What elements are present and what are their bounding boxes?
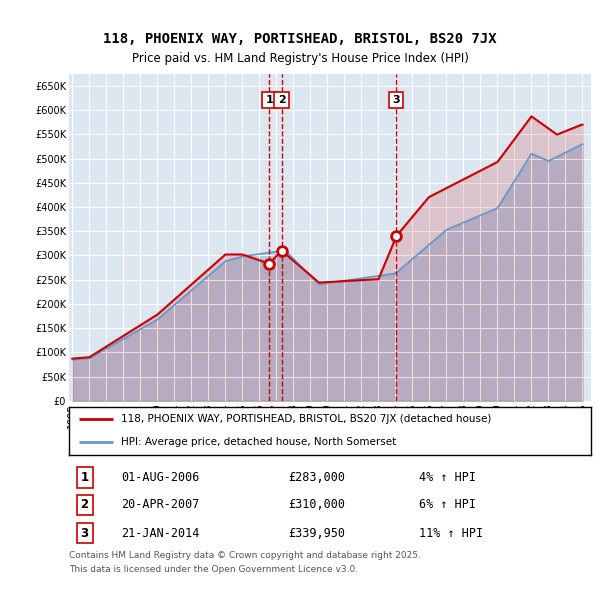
Text: 21-JAN-2014: 21-JAN-2014 xyxy=(121,526,200,539)
Text: 3: 3 xyxy=(392,95,400,105)
Text: 2: 2 xyxy=(80,499,89,512)
Text: 4% ↑ HPI: 4% ↑ HPI xyxy=(419,471,476,484)
Text: This data is licensed under the Open Government Licence v3.0.: This data is licensed under the Open Gov… xyxy=(69,565,358,575)
Text: 3: 3 xyxy=(80,526,89,539)
Text: 2: 2 xyxy=(278,95,286,105)
Text: 20-APR-2007: 20-APR-2007 xyxy=(121,499,200,512)
Text: Contains HM Land Registry data © Crown copyright and database right 2025.: Contains HM Land Registry data © Crown c… xyxy=(69,551,421,560)
Text: HPI: Average price, detached house, North Somerset: HPI: Average price, detached house, Nort… xyxy=(121,437,397,447)
Text: 6% ↑ HPI: 6% ↑ HPI xyxy=(419,499,476,512)
Text: 1: 1 xyxy=(265,95,273,105)
Text: 118, PHOENIX WAY, PORTISHEAD, BRISTOL, BS20 7JX: 118, PHOENIX WAY, PORTISHEAD, BRISTOL, B… xyxy=(103,32,497,47)
Text: £283,000: £283,000 xyxy=(288,471,345,484)
Text: 11% ↑ HPI: 11% ↑ HPI xyxy=(419,526,483,539)
Text: 118, PHOENIX WAY, PORTISHEAD, BRISTOL, BS20 7JX (detached house): 118, PHOENIX WAY, PORTISHEAD, BRISTOL, B… xyxy=(121,414,491,424)
Text: 01-AUG-2006: 01-AUG-2006 xyxy=(121,471,200,484)
Text: 1: 1 xyxy=(80,471,89,484)
Text: £310,000: £310,000 xyxy=(288,499,345,512)
Text: £339,950: £339,950 xyxy=(288,526,345,539)
Text: Price paid vs. HM Land Registry's House Price Index (HPI): Price paid vs. HM Land Registry's House … xyxy=(131,52,469,65)
